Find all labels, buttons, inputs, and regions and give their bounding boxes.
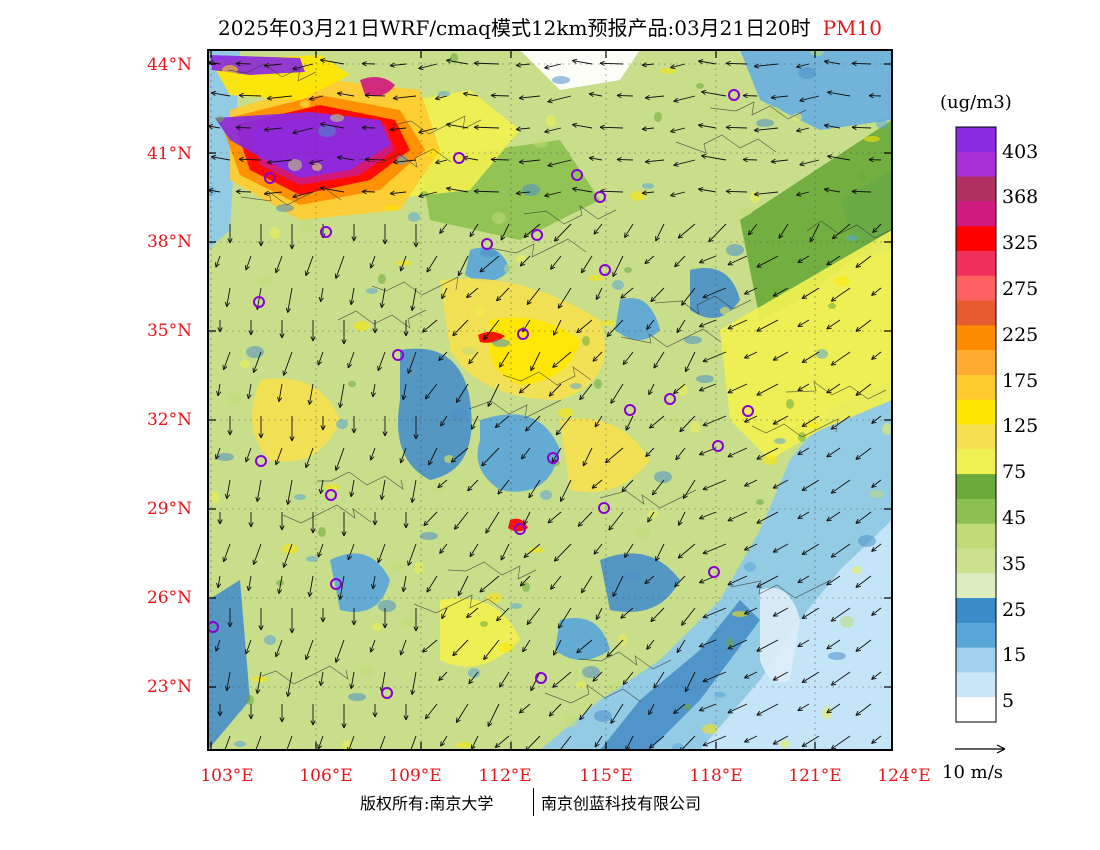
colorbar-label: 175	[1002, 370, 1039, 392]
colorbar-swatch	[956, 201, 996, 227]
colorbar-swatch	[956, 622, 996, 648]
colorbar-swatch	[956, 275, 996, 301]
colorbar-swatch	[956, 598, 996, 624]
colorbar-unit: (ug/m3)	[940, 92, 1012, 113]
colorbar-swatch	[956, 300, 996, 326]
colorbar-swatch	[956, 548, 996, 574]
colorbar-swatch	[956, 350, 996, 376]
colorbar-label: 25	[1002, 599, 1027, 621]
colorbar-label: 325	[1002, 232, 1039, 254]
colorbar-swatch	[956, 151, 996, 177]
colorbar-swatch	[956, 127, 996, 153]
colorbar-swatch	[956, 449, 996, 475]
colorbar-swatch	[956, 647, 996, 673]
colorbar-label: 275	[1002, 278, 1039, 300]
lon-label-118: 118°E	[689, 766, 743, 786]
colorbar-swatch	[956, 374, 996, 401]
wind-reference-arrow	[955, 744, 1006, 754]
colorbar-label: 125	[1002, 415, 1039, 437]
colorbar-label: 368	[1002, 186, 1039, 208]
lat-label-29: 29°N	[146, 499, 192, 519]
wind-reference-label: 10 m/s	[942, 762, 1003, 783]
lat-label-23: 23°N	[146, 677, 192, 697]
map-title: 2025年03月21日WRF/cmaq模式12km预报产品:03月21日20时 P…	[0, 12, 1100, 41]
credit-divider	[533, 788, 534, 816]
lat-label-38: 38°N	[146, 232, 192, 252]
colorbar-swatch	[956, 474, 996, 500]
colorbar-swatch	[956, 325, 996, 351]
colorbar	[955, 126, 997, 723]
lat-label-26: 26°N	[146, 588, 192, 608]
colorbar-label: 45	[1002, 507, 1027, 529]
lat-label-41: 41°N	[146, 144, 192, 164]
colorbar-swatch	[956, 573, 996, 599]
lon-label-121: 121°E	[788, 766, 842, 786]
lat-label-44: 44°N	[146, 55, 192, 75]
copyright-text: 版权所有:南京大学	[360, 794, 494, 813]
lon-label-112: 112°E	[478, 766, 532, 786]
colorbar-label: 15	[1002, 644, 1027, 666]
lon-label-109: 109°E	[388, 766, 442, 786]
city-markers	[208, 89, 754, 699]
colorbar-swatch	[956, 672, 996, 698]
colorbar-label: 5	[1002, 690, 1015, 712]
map-field	[208, 50, 892, 750]
colorbar-swatch	[956, 399, 996, 425]
lat-label-32: 32°N	[146, 410, 192, 430]
pollutant-label: PM10	[822, 16, 882, 40]
wind-arrows	[208, 58, 882, 750]
colorbar-swatch	[956, 523, 996, 549]
lon-label-115: 115°E	[579, 766, 633, 786]
colorbar-swatch	[956, 424, 996, 450]
colorbar-label: 403	[1002, 141, 1039, 163]
title-text: 2025年03月21日WRF/cmaq模式12km预报产品:03月21日20时	[218, 16, 811, 40]
colorbar-swatch	[956, 250, 996, 277]
lon-label-124: 124°E	[877, 766, 931, 786]
lon-label-106: 106°E	[299, 766, 353, 786]
colorbar-swatch	[956, 226, 996, 252]
colorbar-label: 225	[1002, 324, 1039, 346]
company-name: 南京创蓝科技有限公司	[541, 794, 702, 813]
map-frame	[207, 49, 893, 751]
lon-label-103: 103°E	[200, 766, 254, 786]
colorbar-label: 35	[1002, 553, 1027, 575]
lat-label-35: 35°N	[146, 321, 192, 341]
colorbar-swatch	[956, 176, 996, 202]
colorbar-swatch	[956, 498, 996, 524]
colorbar-label: 75	[1002, 461, 1027, 483]
colorbar-swatch	[956, 697, 996, 723]
